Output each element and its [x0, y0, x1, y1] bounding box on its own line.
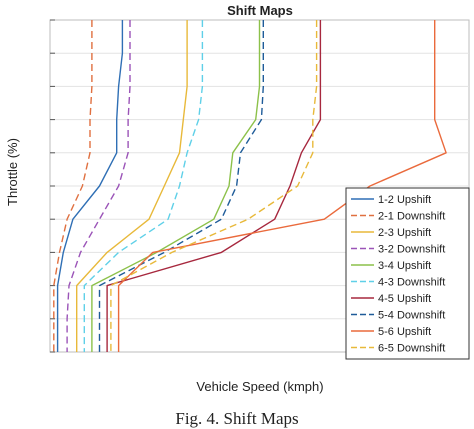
legend-label: 4-3 Downshift: [378, 277, 445, 289]
series-line-8: [98, 20, 264, 352]
legend-label: 6-5 Downshift: [378, 343, 445, 355]
legend-label: 2-1 Downshift: [378, 211, 445, 223]
x-axis-label: Vehicle Speed (kmph): [196, 379, 323, 394]
y-axis-ticks: [50, 19, 55, 353]
series-line-4: [66, 20, 131, 352]
legend-label: 3-2 Downshift: [378, 244, 445, 256]
series-line-6: [83, 20, 204, 352]
series-line-2: [53, 20, 93, 352]
series-line-9: [117, 20, 447, 352]
y-axis-label: Throttle (%): [5, 138, 20, 206]
legend-label: 2-3 Upshift: [378, 227, 431, 239]
series-lines: [53, 20, 447, 352]
legend-label: 3-4 Upshift: [378, 260, 431, 272]
series-line-1: [56, 20, 124, 352]
chart-title: Shift Maps: [227, 3, 293, 18]
legend-label: 5-4 Downshift: [378, 310, 445, 322]
legend: 1-2 Upshift 2-1 Downshift 2-3 Upshift 3-2 D…: [345, 187, 470, 360]
legend-label: 4-5 Upshift: [378, 293, 431, 305]
series-line-5: [91, 20, 261, 352]
series-line-3: [75, 20, 188, 352]
legend-label: 1-2 Upshift: [378, 194, 431, 206]
figure-caption: Fig. 4. Shift Maps: [175, 409, 299, 428]
legend-label: 5-6 Upshift: [378, 326, 431, 338]
series-line-10: [110, 20, 318, 352]
series-line-7: [106, 20, 322, 352]
